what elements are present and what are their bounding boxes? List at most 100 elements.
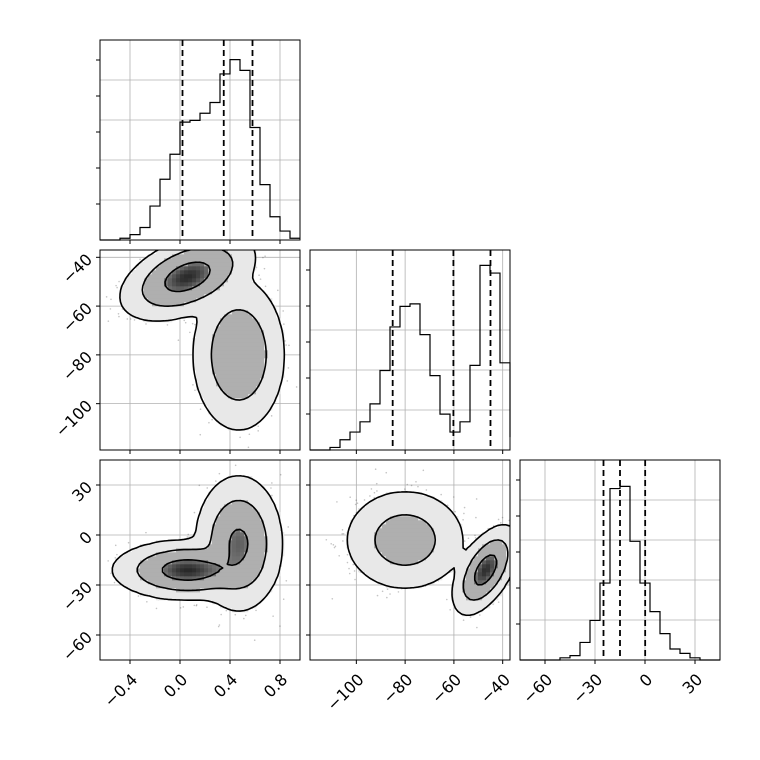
density-cell [172,596,177,601]
density-cell [192,294,197,299]
density-cell [140,294,145,299]
density-cell [232,366,237,371]
density-cell [232,398,237,403]
density-cell [244,394,249,399]
density-cell [184,282,189,287]
density-cell [248,294,253,299]
density-cell [148,278,153,283]
density-cell [200,310,205,315]
density-cell [228,258,233,263]
density-cell [244,600,249,605]
density-cell [244,414,249,419]
density-cell [184,306,189,311]
density-cell [252,346,257,351]
density-cell [252,374,257,379]
axes-frame [309,249,511,451]
density-cell [224,588,229,593]
density-cell [192,266,197,271]
density-cell [232,266,237,271]
y-tick-label: −60 [59,299,96,336]
scatter-point [115,284,117,287]
density-cell [164,588,169,593]
density-cell [228,370,233,375]
density-cell [152,274,157,279]
scatter-point [215,480,217,482]
density-cell [232,358,237,363]
scatter-point [234,464,237,467]
density-cell [180,278,185,283]
density-cell [236,402,241,407]
density-cell [216,266,221,271]
density-cell [148,584,153,589]
density-cell [232,258,237,263]
density-cell [248,596,253,601]
density-cell [248,334,253,339]
density-cell [216,250,221,255]
density-cell [252,330,257,335]
density-cell [252,366,257,371]
density-cell [268,382,273,387]
density-cell [240,418,245,423]
scatter-point [116,553,118,556]
density-cell [264,390,269,395]
density-cell [252,282,257,287]
density-cell [228,290,233,295]
density-cell [192,346,197,351]
density-cell [140,314,145,319]
density-cell [240,314,245,319]
density-cell [196,358,201,363]
scatter-point [170,236,172,238]
density-cell [240,422,245,427]
density-cell [252,596,257,601]
density-cell [156,266,161,271]
density-cell [212,394,217,399]
density-cell [252,422,257,427]
density-cell [196,262,201,267]
density-cell [184,266,189,271]
density-cell [196,366,201,371]
density-cell [124,286,129,291]
density-cell [260,398,265,403]
density-cell [180,270,185,275]
density-cell [252,358,257,363]
density-cell [248,422,253,427]
density-cell [216,342,221,347]
density-cell [248,330,253,335]
density-cell [172,278,177,283]
scatter-point [287,526,290,528]
density-cell [144,282,149,287]
density-cell [140,306,145,311]
density-cell [196,322,201,327]
density-cell [124,306,129,311]
scatter-point [206,487,209,489]
density-cell [212,326,217,331]
density-cell [204,270,209,275]
density-cell [232,326,237,331]
density-cell [276,326,281,331]
density-cell [220,254,225,259]
density-cell [144,266,149,271]
density-cell [172,294,177,299]
density-cell [152,298,157,303]
density-cell [156,274,161,279]
density-cell [256,346,261,351]
density-cell [128,302,133,307]
scatter-point [193,604,196,607]
density-cell [236,266,241,271]
density-cell [172,270,177,275]
density-cell [280,362,285,367]
density-cell [208,282,213,287]
density-cell [176,254,181,259]
density-cell [268,330,273,335]
scatter-point [190,244,192,246]
scatter-point [196,246,198,248]
density-cell [256,402,261,407]
density-cell [208,374,213,379]
density-cell [268,302,273,307]
x-tick-label: −60 [519,670,556,707]
density-cell [264,378,269,383]
density-cell [188,580,193,585]
density-cell [252,290,257,295]
density-cell [252,326,257,331]
